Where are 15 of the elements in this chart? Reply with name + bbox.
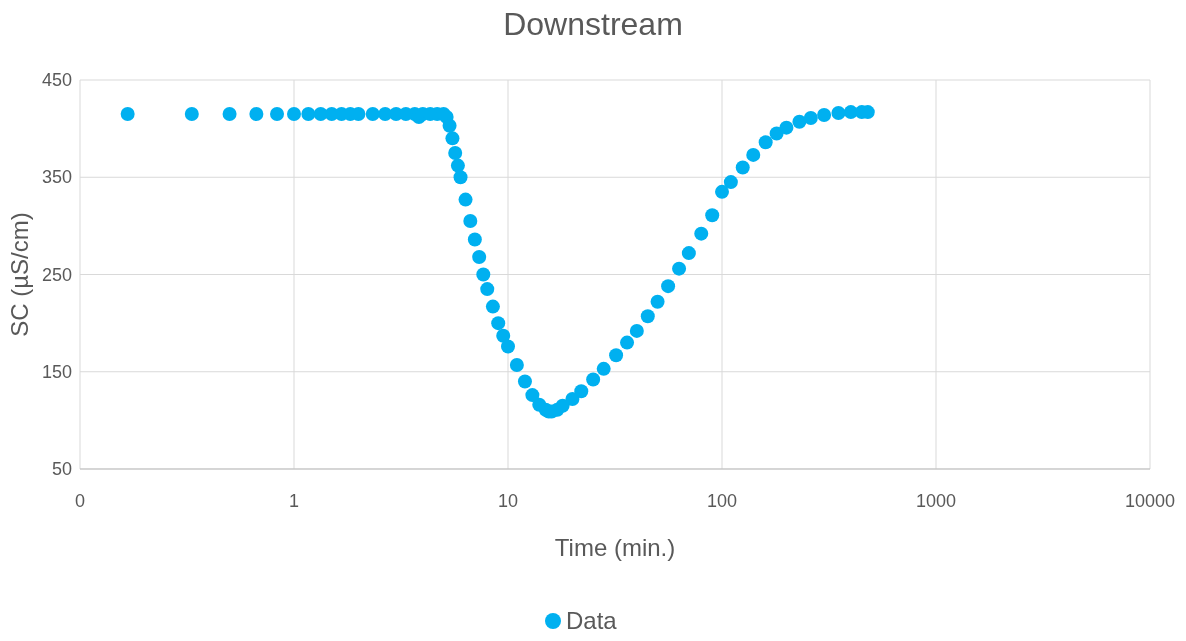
x-tick-label: 1 — [288, 491, 300, 511]
x-tick-label: 0 — [74, 491, 86, 511]
chart-title: Downstream — [503, 6, 683, 42]
y-axis-title: SC (µS/cm) — [6, 212, 33, 337]
x-tick-label: 10000 — [1124, 491, 1176, 511]
x-tick-label: 10 — [497, 491, 519, 511]
y-tick-label: 250 — [41, 264, 72, 285]
y-tick-label: 350 — [41, 167, 72, 188]
legend-label: Data — [566, 607, 618, 634]
y-tick-label: 150 — [41, 361, 72, 382]
x-axis-title: Time (min.) — [554, 534, 676, 561]
y-tick-label: 450 — [41, 70, 72, 90]
y-tick-label: 50 — [51, 459, 72, 479]
x-tick-label: 100 — [706, 491, 738, 511]
x-tick-label: 1000 — [915, 491, 957, 511]
